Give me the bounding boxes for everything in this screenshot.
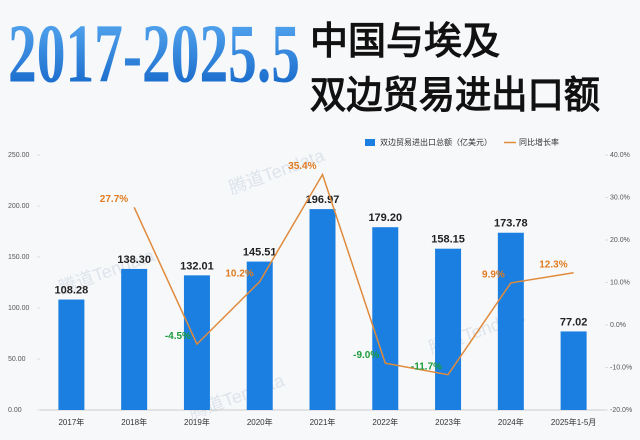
data-label: 158.15: [431, 234, 465, 246]
legend-label: 同比增长率: [519, 137, 559, 147]
legend-label: 双边贸易进出口总额（亿美元）: [380, 137, 492, 147]
y2-tick-label: 40.0%: [610, 152, 630, 159]
bar: [246, 261, 273, 410]
data-label: 196.97: [306, 194, 340, 206]
bar: [121, 268, 148, 410]
bar: [58, 299, 85, 410]
x-tick-label: 2020年: [247, 417, 273, 427]
y-tick-label: 50.00: [8, 356, 26, 363]
x-tick-label: 2017年: [58, 417, 84, 427]
y-tick-label: 100.00: [8, 305, 30, 312]
data-label: 77.02: [560, 316, 588, 328]
y2-tick-label: 10.0%: [610, 279, 630, 286]
data-label: 35.4%: [288, 161, 316, 172]
bar: [497, 232, 524, 410]
bar: [435, 248, 462, 410]
data-label: -9.0%: [353, 350, 379, 361]
data-label: 145.51: [243, 246, 277, 258]
data-label: -11.7%: [411, 361, 442, 372]
x-tick-label: 2025年1-5月: [551, 417, 596, 427]
chart-title: 2017-2025.5: [8, 7, 300, 100]
y-tick-label: 0.00: [8, 407, 22, 414]
y-tick-label: 200.00: [8, 203, 30, 210]
y-tick-label: 250.00: [8, 152, 30, 159]
y2-tick-label: 0.0%: [610, 322, 626, 329]
data-label: 138.30: [117, 254, 151, 266]
bar: [309, 209, 336, 410]
y2-tick-label: -20.0%: [610, 407, 632, 414]
data-label: 10.2%: [225, 268, 253, 279]
x-tick-label: 2022年: [372, 417, 398, 427]
legend-swatch: [365, 139, 375, 146]
bar: [372, 227, 399, 410]
data-label: 173.78: [494, 218, 528, 230]
x-tick-label: 2021年: [310, 417, 336, 427]
bar: [560, 331, 587, 410]
data-label: 27.7%: [100, 194, 128, 205]
data-label: -4.5%: [165, 331, 191, 342]
data-label: 179.20: [368, 212, 402, 224]
data-label: 132.01: [180, 260, 214, 272]
y2-tick-label: 20.0%: [610, 237, 630, 244]
line: [133, 172, 574, 376]
x-tick-label: 2019年: [184, 417, 210, 427]
x-tick-label: 2023年: [435, 417, 461, 427]
subtitle: 双边贸易进出口额: [310, 75, 600, 117]
data-label: 12.3%: [539, 259, 567, 270]
data-label: 108.28: [55, 284, 89, 296]
y-tick-label: 150.00: [8, 254, 30, 261]
subtitle: 中国与埃及: [310, 21, 500, 63]
data-label: 9.9%: [482, 270, 505, 281]
y2-tick-label: -10.0%: [610, 364, 632, 371]
y2-tick-label: 30.0%: [610, 194, 630, 201]
x-tick-label: 2024年: [498, 417, 524, 427]
x-tick-label: 2018年: [121, 417, 147, 427]
